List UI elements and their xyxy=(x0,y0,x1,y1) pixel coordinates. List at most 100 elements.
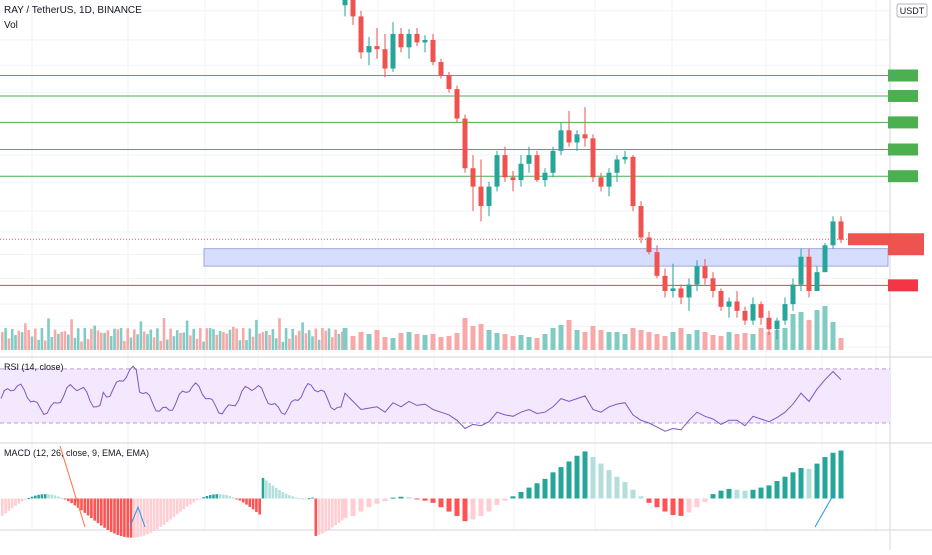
candle-body xyxy=(774,320,780,330)
volume-bar xyxy=(63,331,67,350)
volume-bar xyxy=(337,333,341,350)
volume-bar xyxy=(166,339,169,350)
candle-body xyxy=(814,272,820,291)
macd-hist-bar xyxy=(742,490,748,499)
volume-bar xyxy=(10,329,14,350)
macd-hist-bar xyxy=(288,495,291,499)
volume-bar xyxy=(281,341,285,350)
macd-hist-bar xyxy=(14,498,17,506)
volume-bar xyxy=(218,331,222,350)
macd-hist-bar xyxy=(327,498,331,530)
macd-hist-bar xyxy=(337,498,341,523)
candle-body xyxy=(510,177,516,181)
volume-bar xyxy=(710,335,716,350)
macd-signal-line xyxy=(59,445,86,528)
volume-bar xyxy=(53,329,57,350)
macd-hist-bar xyxy=(678,498,684,516)
volume-bar xyxy=(670,332,676,350)
macd-hist-bar xyxy=(238,498,242,501)
macd-hist-bar xyxy=(670,498,676,516)
macd-hist-bar xyxy=(37,494,40,499)
macd-hist-bar xyxy=(248,498,252,507)
macd-hist-bar xyxy=(590,457,596,499)
macd-hist-bar xyxy=(182,498,186,510)
candle-body xyxy=(550,150,556,173)
macd-hist-bar xyxy=(53,495,57,499)
candle-body xyxy=(350,0,356,17)
volume-bar xyxy=(212,329,215,350)
volume-bar xyxy=(50,336,54,350)
macd-hist-bar xyxy=(106,498,110,530)
volume-bar xyxy=(37,339,40,350)
macd-hist-bar xyxy=(478,498,484,516)
volume-bar xyxy=(590,326,596,350)
volume-bar xyxy=(462,318,468,350)
volume-bar xyxy=(268,334,271,350)
macd-hist-bar xyxy=(86,498,90,516)
macd-hist-bar xyxy=(142,498,146,536)
macd-hist-bar xyxy=(116,498,120,535)
macd-hist-bar xyxy=(321,498,324,534)
macd-hist-bar xyxy=(80,498,83,511)
candle-body xyxy=(638,206,644,238)
volume-bar xyxy=(119,328,123,350)
current-price-badge xyxy=(888,233,924,256)
macd-hist-bar xyxy=(422,498,428,501)
candle-body xyxy=(662,275,668,291)
support-zone-rect xyxy=(203,248,889,267)
macd-hist-bar xyxy=(149,498,153,533)
candle-body xyxy=(534,155,540,181)
macd-hist-bar xyxy=(185,498,189,507)
macd-hist-bar xyxy=(350,498,356,516)
candle-body xyxy=(446,75,452,90)
candle-body xyxy=(406,33,412,48)
volume-bar xyxy=(20,332,24,350)
candle-body xyxy=(766,317,772,330)
volume-bar xyxy=(382,337,388,350)
macd-hist-bar xyxy=(291,496,294,499)
macd-hist-bar xyxy=(265,480,268,499)
macd-pane xyxy=(1,445,844,538)
volume-bar xyxy=(106,330,110,350)
macd-hist-bar xyxy=(222,494,225,499)
macd-hist-bar xyxy=(398,496,404,499)
macd-hist-bar xyxy=(113,498,116,534)
level-badge xyxy=(888,170,918,183)
macd-hist-bar xyxy=(358,498,364,512)
macd-hist-bar xyxy=(17,498,21,504)
macd-hist-bar xyxy=(622,481,628,499)
volume-bar xyxy=(390,338,396,350)
macd-hist-bar xyxy=(255,498,258,512)
candle-body xyxy=(782,304,788,321)
volume-bar xyxy=(454,333,460,350)
volume-bar xyxy=(255,319,258,350)
volume-bar xyxy=(47,318,50,350)
macd-hist-bar xyxy=(782,476,788,499)
macd-hist-bar xyxy=(152,498,156,531)
horizontal-levels xyxy=(0,69,918,292)
macd-hist-bar xyxy=(438,498,444,508)
macd-hist-bar xyxy=(750,489,756,499)
macd-hist-bar xyxy=(261,477,265,499)
macd-hist-bar xyxy=(278,489,281,499)
macd-hist-bar xyxy=(218,494,222,499)
volume-bar xyxy=(324,330,327,350)
volume-bar xyxy=(734,334,740,350)
volume-bar xyxy=(152,337,156,350)
volume-bar xyxy=(129,337,133,350)
volume-bar xyxy=(307,330,311,350)
candle-body xyxy=(486,186,492,207)
volume-bar xyxy=(126,328,129,350)
volume-bar xyxy=(265,330,268,350)
volume-bar xyxy=(414,334,420,350)
volume-bar xyxy=(374,330,380,350)
macd-hist-bar xyxy=(638,496,644,499)
macd-hist-bar xyxy=(159,498,162,527)
macd-hist-bar xyxy=(24,498,27,500)
volume-bar xyxy=(182,332,186,350)
macd-hist-bar xyxy=(212,494,215,499)
macd-hist-bar xyxy=(232,497,235,499)
volume-bar xyxy=(502,334,508,350)
volume-bar xyxy=(17,330,21,350)
macd-hist-bar xyxy=(156,498,159,529)
